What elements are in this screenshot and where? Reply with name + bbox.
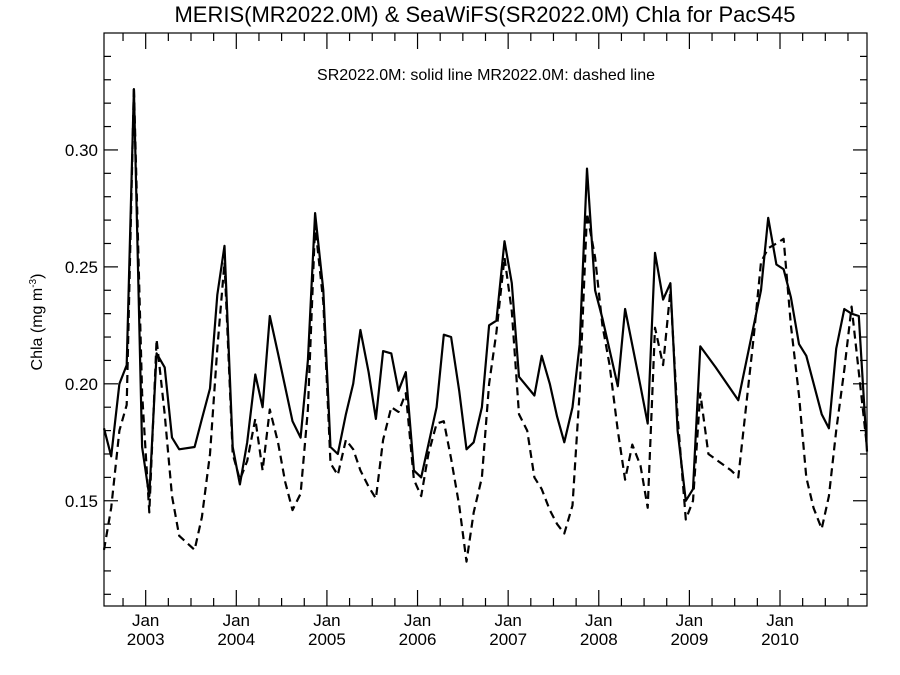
- axis-ticks: 0.150.200.250.30Jan2003Jan2004Jan2005Jan…: [65, 33, 867, 649]
- x-tick-month-label: Jan: [766, 611, 793, 630]
- y-axis-label: Chla (mg m-3): [28, 274, 46, 371]
- plot-frame: [103, 32, 868, 607]
- x-tick-month-label: Jan: [404, 611, 431, 630]
- x-tick-year-label: 2006: [399, 630, 437, 649]
- x-tick-year-label: 2007: [489, 630, 527, 649]
- x-tick-year-label: 2005: [308, 630, 346, 649]
- chart-title: MERIS(MR2022.0M) & SeaWiFS(SR2022.0M) Ch…: [174, 2, 795, 27]
- y-tick-label: 0.20: [65, 375, 98, 394]
- y-tick-label: 0.30: [65, 141, 98, 160]
- y-axis-label-superscript: -3: [28, 278, 39, 287]
- x-tick-year-label: 2010: [761, 630, 799, 649]
- x-tick-month-label: Jan: [585, 611, 612, 630]
- x-tick-year-label: 2004: [217, 630, 255, 649]
- x-tick-month-label: Jan: [313, 611, 340, 630]
- x-tick-month-label: Jan: [494, 611, 521, 630]
- x-tick-year-label: 2009: [670, 630, 708, 649]
- y-tick-label: 0.15: [65, 492, 98, 511]
- x-tick-month-label: Jan: [676, 611, 703, 630]
- y-tick-label: 0.25: [65, 258, 98, 277]
- x-tick-month-label: Jan: [223, 611, 250, 630]
- series-line-dashed: [102, 85, 869, 563]
- y-axis-label-text: Chla (mg m: [29, 288, 46, 371]
- x-tick-year-label: 2008: [580, 630, 618, 649]
- y-axis-label-close: ): [29, 274, 46, 279]
- x-tick-month-label: Jan: [132, 611, 159, 630]
- line-style-annotation: SR2022.0M: solid line MR2022.0M: dashed …: [317, 67, 655, 84]
- series-line-solid: [102, 88, 869, 502]
- x-tick-year-label: 2003: [127, 630, 165, 649]
- plot-series: [102, 85, 869, 563]
